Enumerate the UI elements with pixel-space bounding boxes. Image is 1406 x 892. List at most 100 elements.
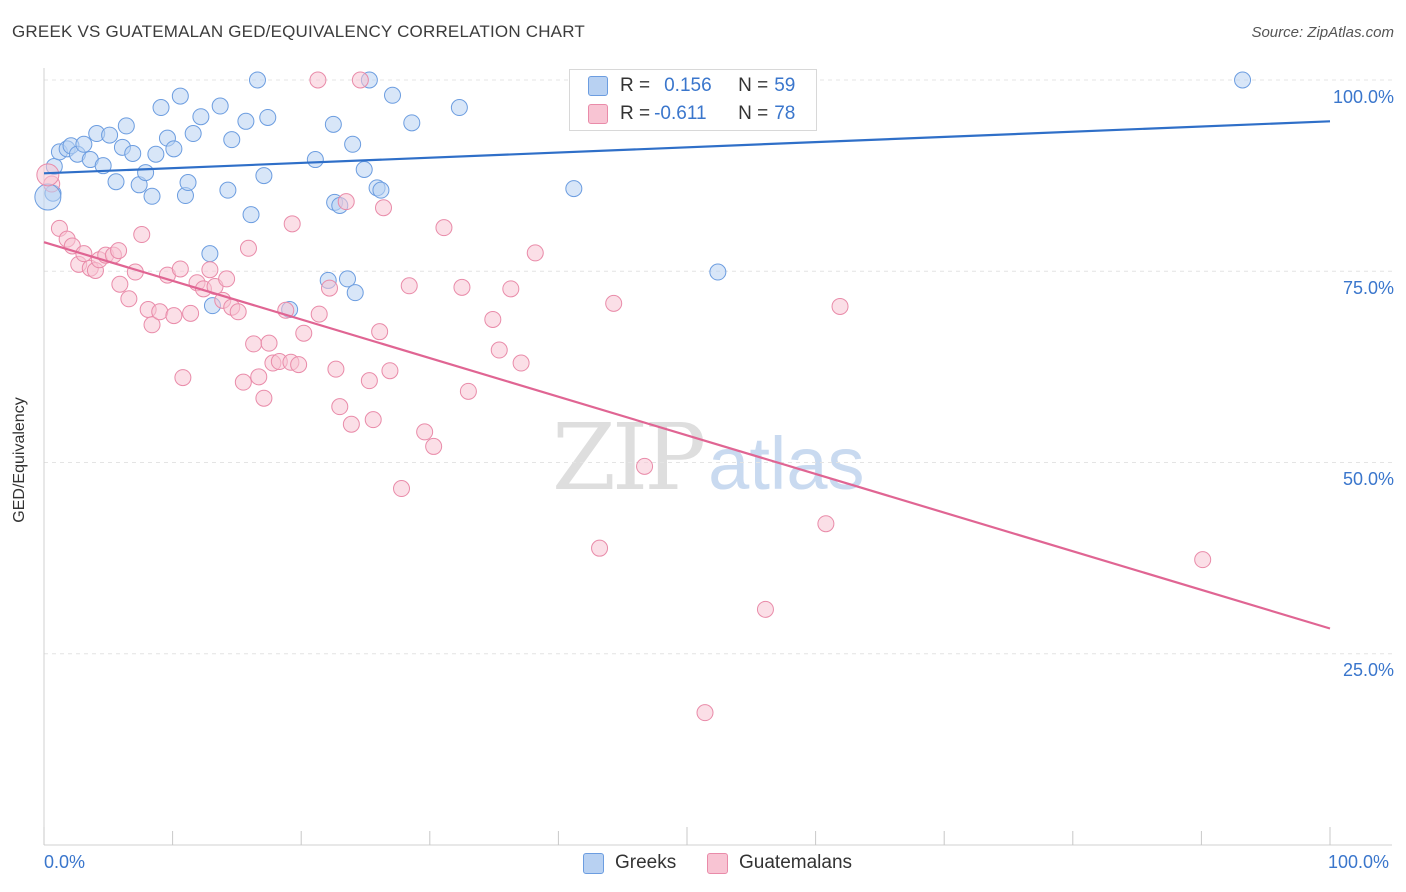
guatemalan-point bbox=[245, 335, 263, 353]
guatemalan-point bbox=[320, 279, 338, 297]
greek-point bbox=[324, 115, 342, 133]
greek-point bbox=[372, 181, 390, 199]
greek-point bbox=[450, 99, 468, 117]
y-tick-label-75: 75.0% bbox=[1342, 278, 1394, 298]
greek-point bbox=[179, 174, 197, 192]
y-tick-label-50: 50.0% bbox=[1342, 469, 1394, 489]
greek-point bbox=[259, 108, 277, 126]
greek-point bbox=[171, 87, 189, 105]
guatemalan-point bbox=[229, 303, 247, 321]
guatemalan-point bbox=[1194, 551, 1212, 569]
greeks-n-value: 59 bbox=[774, 75, 796, 96]
guatemalan-point bbox=[111, 275, 129, 293]
greek-point bbox=[152, 99, 170, 117]
chart-title: GREEK VS GUATEMALAN GED/EQUIVALENCY CORR… bbox=[12, 22, 585, 41]
chart-source: Source: ZipAtlas.com bbox=[1251, 24, 1394, 41]
greek-point bbox=[384, 86, 402, 104]
guatemalan-point bbox=[234, 373, 252, 391]
guatemalan-point bbox=[756, 600, 774, 618]
greek-point bbox=[75, 135, 93, 153]
greek-point-large bbox=[34, 183, 62, 211]
greek-point bbox=[219, 181, 237, 199]
greek-point bbox=[306, 151, 324, 169]
legend-item-greeks: Greeks bbox=[583, 852, 676, 874]
guatemalan-point bbox=[425, 437, 443, 455]
guatemalan-point bbox=[526, 244, 544, 262]
guatemalan-point bbox=[416, 423, 434, 441]
guatemalan-point bbox=[831, 297, 849, 315]
greek-point bbox=[355, 161, 373, 179]
guatemalan-point bbox=[165, 307, 183, 325]
greek-point bbox=[565, 180, 583, 198]
greeks-legend-label: Greeks bbox=[615, 852, 677, 873]
guatemalan-point bbox=[360, 372, 378, 390]
guatemalan-point bbox=[351, 71, 369, 89]
guatemalan-point bbox=[364, 411, 382, 429]
guatemalan-point bbox=[327, 360, 345, 378]
guatemalan-point bbox=[393, 480, 411, 498]
greek-point bbox=[344, 135, 362, 153]
guatemalan-point bbox=[201, 261, 219, 279]
guatemalan-point bbox=[260, 334, 278, 352]
greek-point bbox=[255, 167, 273, 185]
watermark-atlas: atlas bbox=[708, 422, 865, 505]
guatemalan-point bbox=[182, 304, 200, 322]
guatemalans-legend-swatch bbox=[707, 852, 728, 874]
series-legend: Greeks Guatemalans bbox=[0, 852, 1406, 876]
greek-point bbox=[117, 117, 135, 135]
guatemalan-point bbox=[239, 239, 257, 257]
guatemalan-point bbox=[151, 303, 169, 321]
guatemalan-point bbox=[283, 215, 301, 233]
guatemalans-trend-line bbox=[43, 241, 1331, 630]
greek-point bbox=[1234, 71, 1252, 89]
guatemalan-point bbox=[435, 219, 453, 237]
legend-row-greeks: R = 0.156 N = 59 bbox=[588, 74, 795, 98]
guatemalan-point bbox=[120, 290, 138, 308]
guatemalan-point bbox=[143, 316, 161, 334]
guatemalans-swatch bbox=[588, 104, 608, 124]
greeks-n-label: N = bbox=[738, 75, 769, 96]
x-tick-label-min: 0.0% bbox=[44, 852, 86, 872]
guatemalan-point bbox=[591, 539, 609, 557]
guatemalan-point bbox=[110, 242, 128, 260]
greek-point bbox=[124, 144, 142, 162]
guatemalans-r-value: -0.611 bbox=[654, 103, 707, 124]
greeks-r-label: R = bbox=[620, 75, 651, 96]
guatemalan-point bbox=[250, 368, 268, 386]
guatemalan-point bbox=[371, 323, 389, 341]
greeks-r-value: 0.156 bbox=[664, 75, 712, 96]
greek-point bbox=[223, 131, 241, 149]
y-tick-label-100: 100.0% bbox=[1332, 87, 1394, 107]
greek-point bbox=[346, 284, 364, 302]
greek-point bbox=[107, 173, 125, 191]
greek-point bbox=[211, 97, 229, 115]
guatemalan-point bbox=[174, 369, 192, 387]
guatemalan-point bbox=[484, 310, 502, 328]
greek-point bbox=[101, 126, 119, 144]
legend-row-guatemalans: R = -0.611 N = 78 bbox=[588, 102, 795, 126]
greek-point bbox=[248, 71, 266, 89]
y-axis-label: GED/Equivalency bbox=[11, 397, 28, 523]
greek-point bbox=[709, 263, 727, 281]
guatemalan-point bbox=[459, 382, 477, 400]
greeks-trend-line bbox=[43, 120, 1331, 175]
greek-point bbox=[201, 245, 219, 263]
greek-point bbox=[242, 206, 260, 224]
greek-point bbox=[143, 187, 161, 205]
greek-point bbox=[237, 112, 255, 130]
guatemalan-point bbox=[255, 389, 273, 407]
greek-point bbox=[338, 270, 356, 288]
guatemalan-point bbox=[381, 362, 399, 380]
guatemalans-n-label: N = bbox=[738, 103, 769, 124]
greeks-legend-swatch bbox=[583, 852, 604, 874]
greek-point bbox=[137, 164, 155, 182]
guatemalan-point bbox=[337, 193, 355, 211]
guatemalan-point bbox=[605, 294, 623, 312]
guatemalan-point bbox=[295, 324, 313, 342]
legend-item-guatemalans: Guatemalans bbox=[707, 852, 852, 874]
guatemalan-point bbox=[309, 71, 327, 89]
guatemalan-point bbox=[512, 354, 530, 372]
guatemalans-n-value: 78 bbox=[774, 103, 796, 124]
guatemalan-point bbox=[310, 305, 328, 323]
guatemalan-point-large bbox=[36, 163, 60, 187]
